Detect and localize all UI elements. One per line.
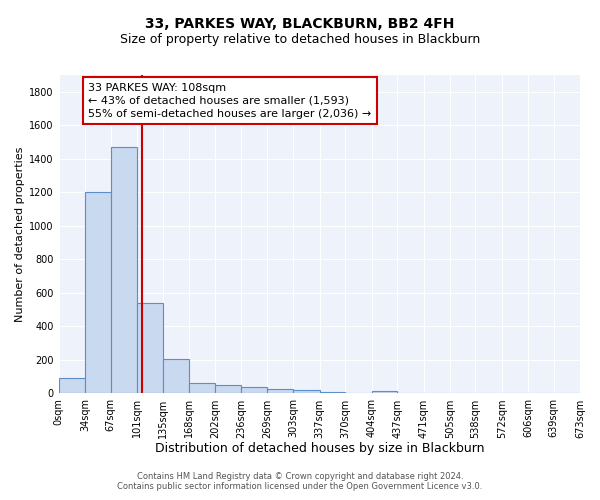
- X-axis label: Distribution of detached houses by size in Blackburn: Distribution of detached houses by size …: [155, 442, 484, 455]
- Text: 33, PARKES WAY, BLACKBURN, BB2 4FH: 33, PARKES WAY, BLACKBURN, BB2 4FH: [145, 18, 455, 32]
- Bar: [215, 386, 241, 394]
- Bar: [110, 147, 137, 394]
- Bar: [163, 359, 189, 394]
- Text: Contains HM Land Registry data © Crown copyright and database right 2024.: Contains HM Land Registry data © Crown c…: [137, 472, 463, 481]
- Bar: [85, 192, 110, 394]
- Bar: [320, 392, 345, 394]
- Text: 33 PARKES WAY: 108sqm
← 43% of detached houses are smaller (1,593)
55% of semi-d: 33 PARKES WAY: 108sqm ← 43% of detached …: [88, 82, 371, 119]
- Y-axis label: Number of detached properties: Number of detached properties: [15, 146, 25, 322]
- Bar: [59, 378, 85, 394]
- Bar: [371, 392, 397, 394]
- Bar: [189, 382, 215, 394]
- Bar: [267, 389, 293, 394]
- Bar: [241, 387, 267, 394]
- Text: Size of property relative to detached houses in Blackburn: Size of property relative to detached ho…: [120, 32, 480, 46]
- Text: Contains public sector information licensed under the Open Government Licence v3: Contains public sector information licen…: [118, 482, 482, 491]
- Bar: [293, 390, 320, 394]
- Bar: [137, 303, 163, 394]
